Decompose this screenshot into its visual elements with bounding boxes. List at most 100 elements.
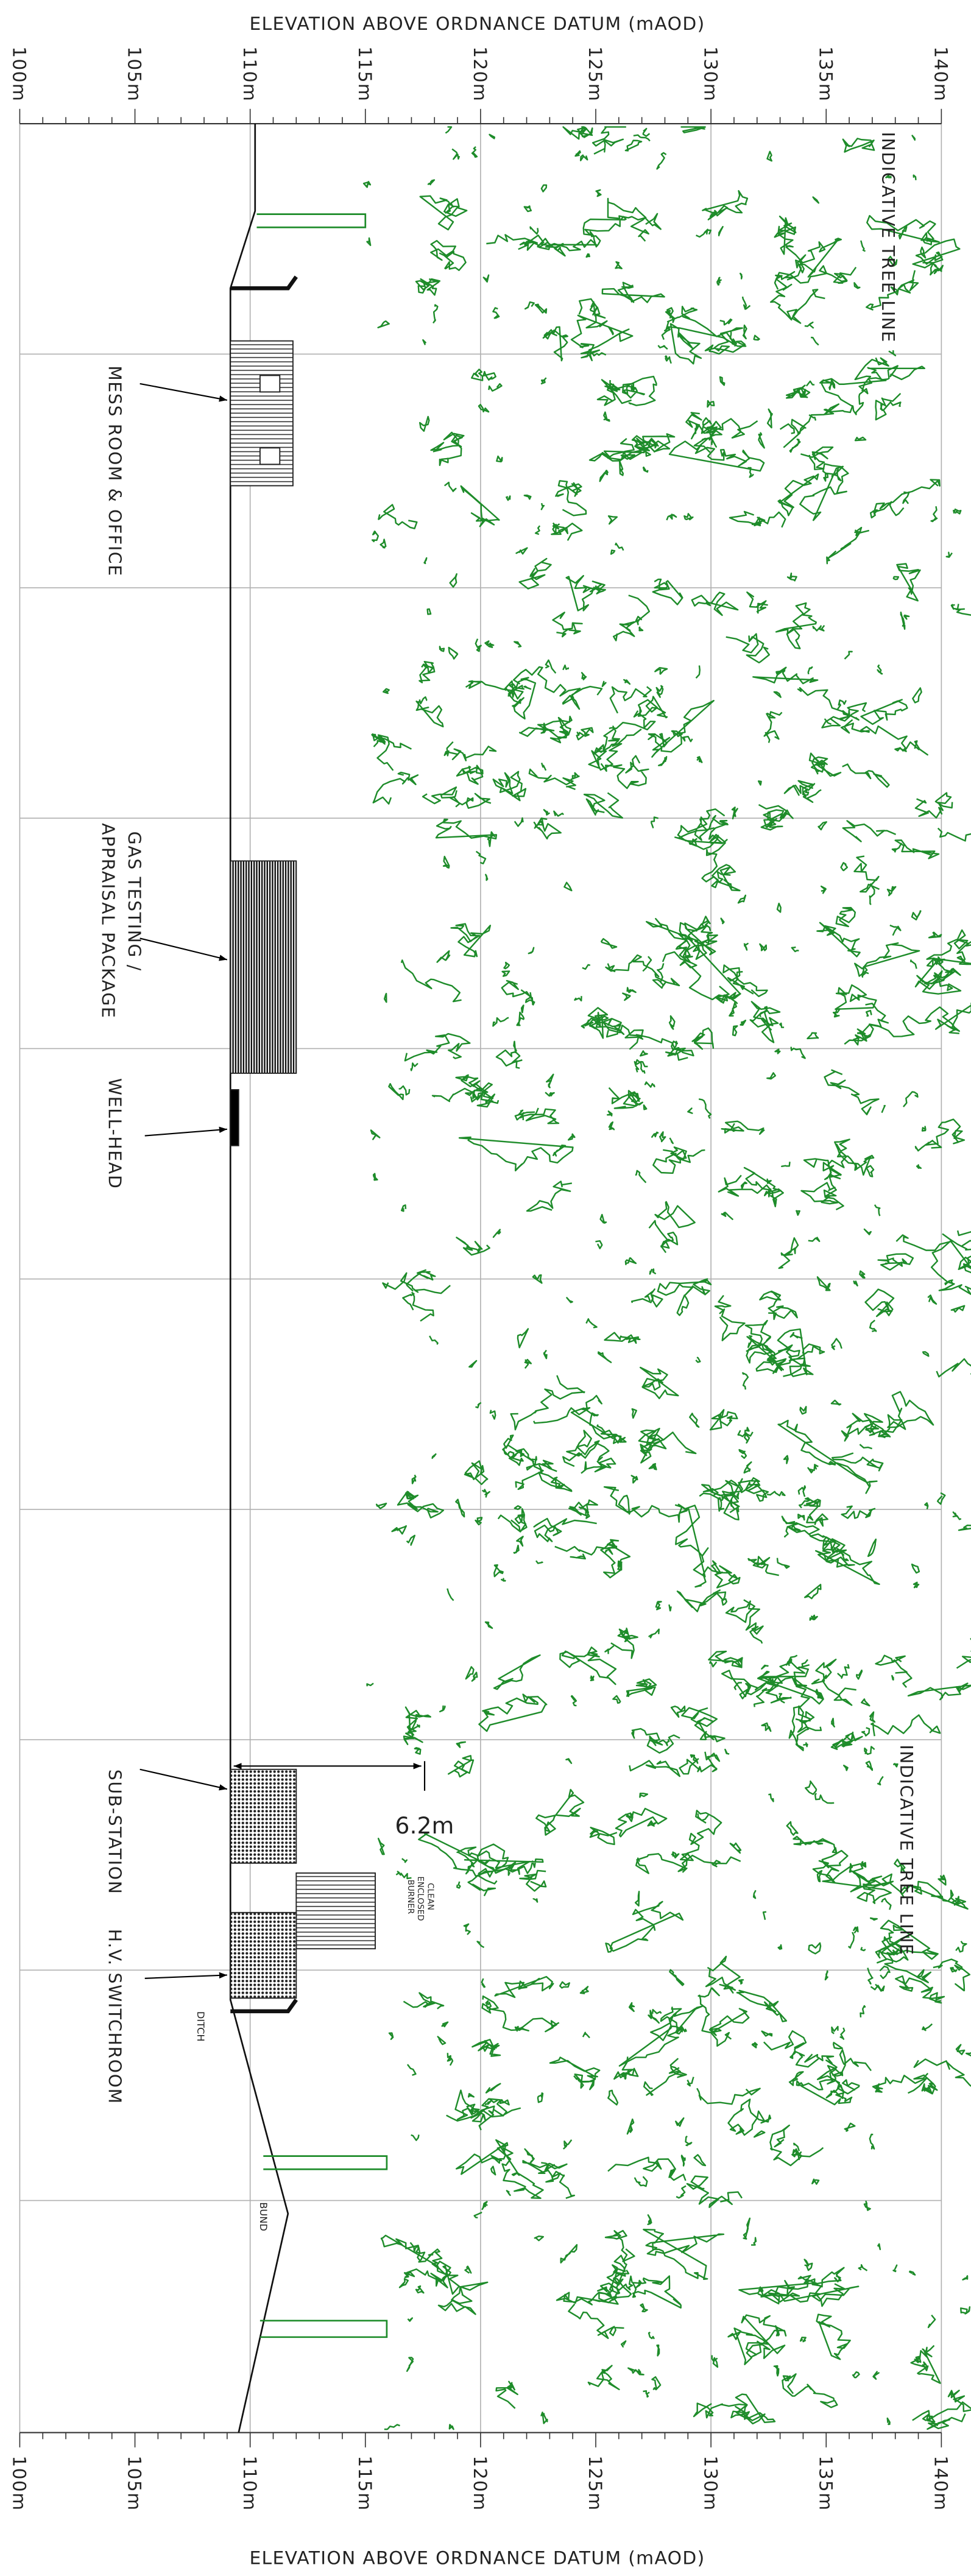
tree-outline (607, 515, 618, 525)
tree-outline (695, 1357, 701, 1363)
tree-outline (415, 700, 444, 728)
tree-outline (892, 2264, 898, 2273)
tree-outline (721, 1120, 765, 1135)
tree-outline (860, 2005, 866, 2017)
tree-outline (691, 423, 701, 440)
tree-outline (736, 1989, 779, 2013)
tree-outline (602, 1021, 644, 1050)
burner-label: CLEAN (425, 1883, 435, 1910)
tree-outline (877, 1253, 914, 1271)
tree-outline (727, 2327, 769, 2365)
tree-outline (783, 1343, 825, 1377)
tree-outline (816, 1692, 824, 1700)
tree-outline (809, 1614, 818, 1621)
tree-outline (638, 1428, 663, 1464)
tree-outline (903, 1091, 919, 1107)
tree-line-label: INDICATIVE TREE LINE (896, 1745, 916, 1955)
tree-outline (832, 1843, 838, 1854)
tick-label: 110m (239, 46, 260, 102)
tree-outline (515, 1456, 557, 1491)
tree-outline (519, 1869, 547, 1892)
tree-outline (953, 1900, 959, 1906)
tree-outline (496, 455, 503, 463)
tree-outline (870, 1983, 885, 1992)
tree-outline (540, 2412, 548, 2424)
tree-outline (657, 345, 668, 350)
tree-outline (384, 2424, 400, 2430)
tree-outline (937, 827, 971, 842)
tree-outline (540, 377, 547, 385)
tree-outline (651, 816, 659, 828)
tree-outline (873, 479, 941, 517)
tree-outline (892, 576, 900, 580)
tree-outline (797, 686, 860, 721)
tree-outline (529, 226, 539, 235)
tree-outline (600, 755, 649, 789)
tree-outline (626, 987, 637, 993)
tree-outline (406, 1269, 436, 1292)
fence (230, 1999, 298, 2014)
tree-outline (624, 1637, 629, 1643)
tree-outline (535, 1788, 585, 1836)
tree-outline (503, 1434, 514, 1449)
tree-outline (430, 431, 465, 467)
tree-outline (795, 1210, 800, 1216)
tree-outline (610, 549, 616, 555)
tree-outline (481, 1489, 490, 1498)
tree-outline (426, 608, 432, 615)
tree-outline (626, 1812, 634, 1823)
tree-outline (654, 667, 668, 675)
tree-outline (493, 1564, 504, 1578)
tree-outline (698, 1098, 712, 1119)
tree-outline (495, 2139, 544, 2200)
tree-outline (370, 1129, 381, 1140)
tree-outline (538, 1472, 573, 1492)
tree-outline (866, 1165, 875, 1177)
tree-outline (659, 1131, 666, 1143)
tree-outline (913, 2072, 938, 2095)
tree-outline (880, 404, 884, 411)
tree-outline (534, 2235, 545, 2242)
tree-outline (773, 691, 782, 698)
tree-outline (839, 2027, 846, 2040)
tree-outline (446, 2105, 495, 2131)
tree-outline (671, 1040, 678, 1051)
tree-outline (441, 2021, 449, 2028)
tree-outline (790, 1046, 806, 1059)
tree-outline (708, 436, 713, 445)
tree-outline (909, 2270, 916, 2276)
burner-label: BURNER (406, 1880, 415, 1914)
tree-outline (604, 2229, 635, 2262)
tree-outline (437, 2036, 447, 2045)
tree-outline (495, 1049, 523, 1069)
tree-outline (877, 664, 883, 675)
tree-outline (880, 1935, 932, 1983)
tree-outline (867, 1967, 874, 1985)
tree-outline (670, 1706, 686, 1718)
tree-outline (955, 2044, 966, 2055)
tree-outline (891, 842, 903, 853)
tree-outline (372, 771, 419, 805)
tree-outline (916, 1164, 922, 1170)
tree-outline (615, 261, 623, 270)
tree-outline (895, 1975, 945, 2004)
tree-outline (691, 1027, 715, 1050)
tree-outline (478, 404, 490, 413)
tree-outline (872, 2075, 928, 2094)
tree-outline (445, 126, 453, 134)
tree-outline (489, 1410, 496, 1420)
tree-outline (930, 262, 939, 276)
tree-line (362, 126, 971, 2430)
tree-outline (861, 1727, 870, 1737)
tree-outline (514, 2025, 530, 2032)
tree-outline (803, 1143, 847, 1180)
tree-outline (743, 1166, 782, 1198)
tree-outline (410, 1062, 418, 1071)
tree-outline (840, 719, 928, 756)
tree-outline (822, 1162, 844, 1210)
tree-outline (375, 1502, 387, 1509)
tree-outline (518, 557, 552, 590)
tree-outline (826, 1282, 831, 1290)
tree-outline (776, 902, 782, 913)
